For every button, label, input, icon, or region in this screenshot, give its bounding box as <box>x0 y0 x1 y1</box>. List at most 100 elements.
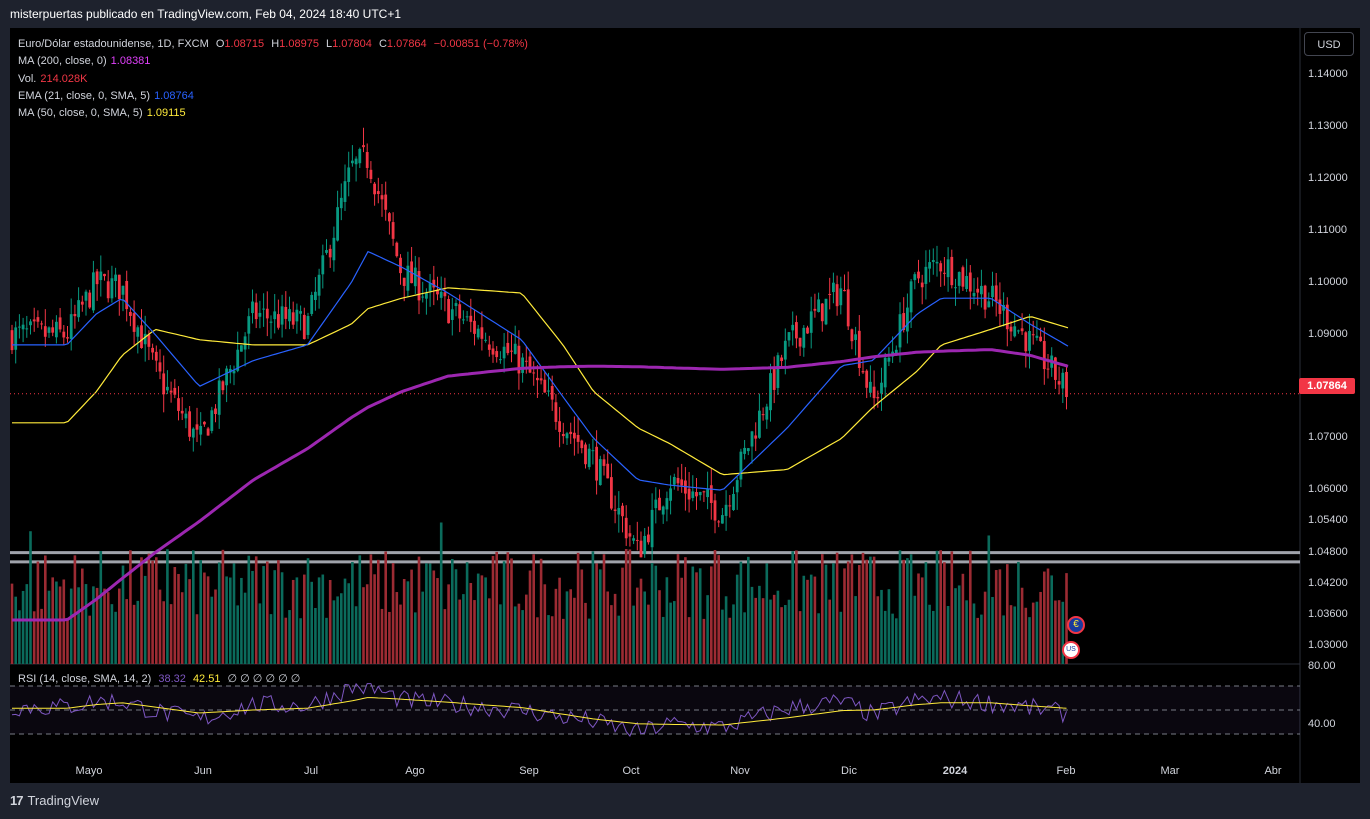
eu-flag-icon[interactable]: € <box>1067 616 1085 634</box>
chart-legend: Euro/Dólar estadounidense, 1D, FXCM O1.0… <box>18 36 532 122</box>
volume-bar <box>972 603 976 664</box>
candle-body <box>25 328 29 330</box>
volume-bar <box>506 552 510 664</box>
candle-body <box>721 515 724 524</box>
candle-body <box>391 222 395 239</box>
us-flag-icon[interactable]: US <box>1062 641 1080 659</box>
candle-body <box>1046 368 1050 370</box>
volume-bar <box>991 596 994 664</box>
candle-body <box>354 158 358 165</box>
volume-bar <box>447 584 450 664</box>
candle-body <box>47 327 51 333</box>
volume-bar <box>595 563 598 664</box>
candle-body <box>88 292 92 308</box>
candle-body <box>473 320 476 334</box>
currency-button[interactable]: USD <box>1304 32 1354 56</box>
candle-body <box>10 330 14 351</box>
rsi-line <box>11 682 1067 737</box>
candle-body <box>1005 304 1009 330</box>
volume-bar <box>854 596 857 664</box>
volume-bar <box>550 616 554 664</box>
indicator-ma200[interactable]: MA (200, close, 0) 1.08381 <box>18 55 151 68</box>
candle-body <box>66 337 69 339</box>
candle-body <box>177 398 180 411</box>
candle-body <box>761 414 765 416</box>
volume-bar <box>969 550 972 664</box>
volume-bar <box>1054 600 1057 664</box>
candle-body <box>735 480 739 493</box>
candle-body <box>865 370 869 388</box>
candle-body <box>887 357 891 362</box>
candle-body <box>917 271 920 279</box>
volume-bar <box>939 550 942 664</box>
volume-bar <box>584 602 587 664</box>
chart-canvas[interactable] <box>10 28 1360 783</box>
volume-bar <box>273 570 276 664</box>
ohlc-open: O1.08715 <box>215 38 265 50</box>
price-tick-label: 1.04800 <box>1308 545 1348 558</box>
candle-body <box>791 324 795 331</box>
chart-frame[interactable] <box>10 28 1360 783</box>
symbol-name[interactable]: Euro/Dólar estadounidense, 1D, FXCM <box>18 38 209 50</box>
rsi-legend[interactable]: RSI (14, close, SMA, 14, 2) 38.32 42.51 … <box>18 672 304 685</box>
volume-bar <box>62 579 66 664</box>
volume-bar <box>58 586 62 664</box>
volume-bar <box>935 550 939 664</box>
candle-body <box>739 451 743 480</box>
indicator-ma50[interactable]: MA (50, close, 0, SMA, 5) 1.09115 <box>18 107 186 120</box>
candle-body <box>302 314 306 340</box>
candle-body <box>661 506 665 515</box>
tradingview-brand[interactable]: TradingView <box>27 793 100 808</box>
candle-body <box>972 293 976 297</box>
volume-bar <box>192 550 195 664</box>
volume-bar <box>29 531 32 664</box>
volume-bar <box>628 549 632 664</box>
volume-bar <box>943 562 946 664</box>
volume-bar <box>517 603 521 664</box>
candle-body <box>151 347 154 353</box>
volume-bar <box>69 588 73 664</box>
candle-body <box>310 294 314 314</box>
candle-body <box>136 327 140 337</box>
volume-bar <box>380 608 384 664</box>
candle-body <box>798 337 802 347</box>
volume-bar <box>277 560 280 664</box>
candle-body <box>894 349 898 356</box>
candle-body <box>602 459 606 466</box>
candle-body <box>954 287 957 289</box>
volume-bar <box>254 556 258 664</box>
candle-body <box>961 267 965 287</box>
candle-body <box>58 317 62 330</box>
candle-body <box>669 488 672 501</box>
candle-body <box>750 431 754 447</box>
volume-bar <box>743 612 746 664</box>
candle-body <box>173 387 177 395</box>
indicator-volume[interactable]: Vol. 214.028K <box>18 72 88 85</box>
candle-body <box>906 307 909 332</box>
volume-bar <box>177 574 180 664</box>
volume-bar <box>32 611 36 664</box>
volume-bar <box>92 586 95 664</box>
candle-body <box>606 463 610 479</box>
volume-bar <box>576 552 580 664</box>
candle-body <box>117 274 121 300</box>
volume-bar <box>809 574 813 664</box>
volume-bar <box>454 569 458 664</box>
volume-bar <box>562 618 565 664</box>
candle-body <box>576 434 580 442</box>
volume-bar <box>362 587 365 664</box>
volume-bar <box>299 618 302 664</box>
candle-body <box>332 237 336 261</box>
candle-body <box>628 533 632 537</box>
candle-body <box>920 282 924 288</box>
candle-body <box>388 213 391 222</box>
volume-bar <box>510 558 513 664</box>
volume-bar <box>839 611 843 664</box>
volume-bar <box>602 554 606 664</box>
candle-body <box>536 377 539 381</box>
indicator-ema21-value: 1.08764 <box>154 89 194 102</box>
indicator-ema21[interactable]: EMA (21, close, 0, SMA, 5) 1.08764 <box>18 89 194 102</box>
symbol-row[interactable]: Euro/Dólar estadounidense, 1D, FXCM O1.0… <box>18 36 532 53</box>
volume-bar <box>18 610 21 664</box>
volume-bar <box>40 608 43 664</box>
